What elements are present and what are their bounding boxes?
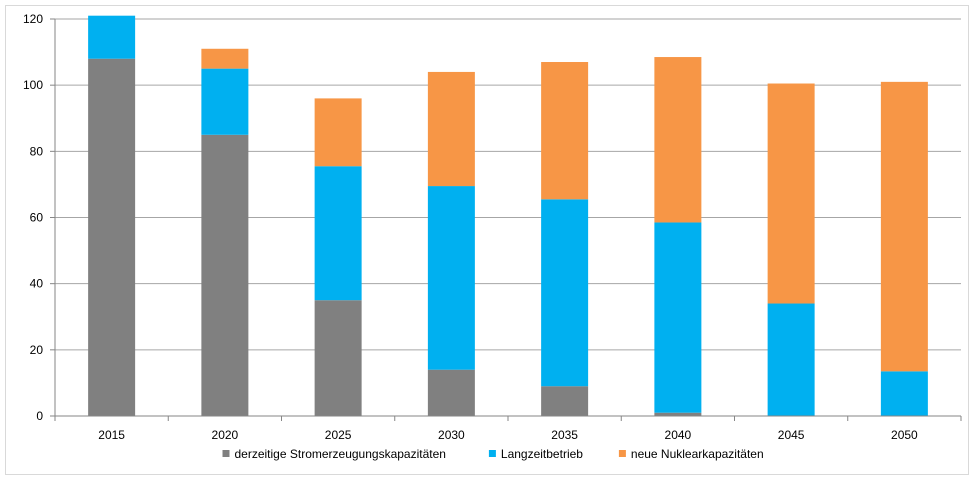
bar-segment (654, 57, 702, 223)
bar-segment (201, 68, 249, 135)
bar-segment (201, 48, 249, 69)
bars (88, 15, 928, 416)
bar-segment (427, 71, 475, 187)
legend-label: Langzeitbetrieb (501, 447, 583, 461)
bar-segment (314, 300, 362, 416)
bar-segment (427, 369, 475, 416)
x-tick-label: 2025 (325, 428, 352, 442)
bar-segment (314, 166, 362, 301)
bar-segment (88, 15, 136, 59)
bar-segment (541, 386, 589, 416)
bar-segment (880, 81, 928, 372)
x-tick-label: 2035 (551, 428, 578, 442)
legend: derzeitige Stromerzeugungskapazitäten Lan… (222, 447, 764, 461)
legend-swatch (488, 450, 496, 457)
x-tick-label: 2050 (891, 428, 918, 442)
y-tick-label: 80 (30, 144, 44, 158)
legend-swatch (618, 450, 626, 457)
x-tick-label: 2020 (212, 428, 239, 442)
bar-segment (427, 186, 475, 370)
x-tick-label: 2030 (438, 428, 465, 442)
bar-segment (88, 58, 136, 416)
bar-segment (541, 199, 589, 387)
bar-segment (767, 303, 815, 416)
legend-label: neue Nuklearkapazitäten (631, 447, 764, 461)
gridlines (55, 18, 961, 351)
bar-segment (541, 62, 589, 200)
y-tick-label: 0 (36, 409, 43, 423)
bar-segment (767, 83, 815, 304)
y-tick-label: 60 (30, 211, 44, 225)
chart-frame: 0 20 40 60 80 100 120 2015 2020 2025 2030 2035 2040 2… (5, 5, 969, 475)
y-tick-label: 40 (30, 277, 44, 291)
bar-segment (880, 371, 928, 416)
y-tick-label: 20 (30, 343, 44, 357)
bar-segment (654, 412, 702, 416)
legend-label: derzeitige Stromerzeugungskapazitäten (235, 447, 446, 461)
x-tick-label: 2040 (665, 428, 692, 442)
bar-segment (654, 222, 702, 413)
legend-swatch (222, 450, 230, 457)
x-tick-label: 2045 (778, 428, 805, 442)
x-tick-label: 2015 (98, 428, 125, 442)
y-tick-label: 100 (23, 78, 43, 92)
bar-segment (314, 98, 362, 167)
bar-segment (201, 134, 249, 416)
y-tick-label: 120 (23, 12, 43, 26)
